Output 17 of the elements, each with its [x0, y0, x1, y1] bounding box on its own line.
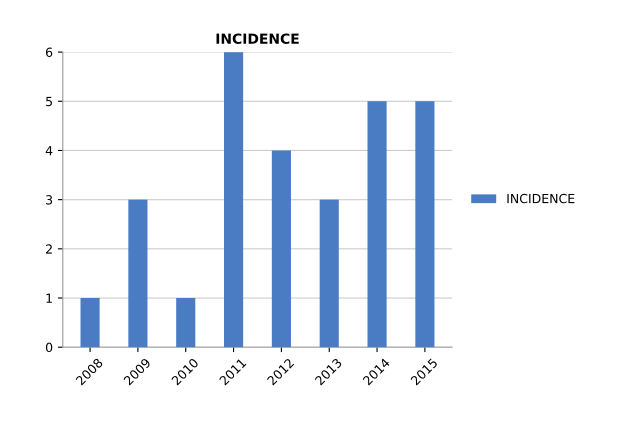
- bar: [415, 101, 434, 348]
- bar: [367, 101, 387, 348]
- y-tick-label: 5: [46, 96, 52, 106]
- y-tick-label: 2: [46, 244, 52, 254]
- y-tick-label: 6: [46, 48, 52, 58]
- y-tick-label: 1: [46, 294, 52, 303]
- bar: [224, 52, 244, 348]
- bar: [272, 150, 291, 348]
- bar: [320, 200, 339, 348]
- bar: [176, 298, 196, 348]
- legend-label: INCIDENCE: [507, 194, 574, 204]
- chart-title: INCIDENCE: [216, 33, 299, 44]
- y-tick-label: 3: [46, 195, 52, 205]
- bar: [80, 298, 100, 348]
- y-tick-label: 4: [46, 146, 52, 156]
- bar: [128, 200, 148, 348]
- y-tick-label: 0: [46, 342, 52, 352]
